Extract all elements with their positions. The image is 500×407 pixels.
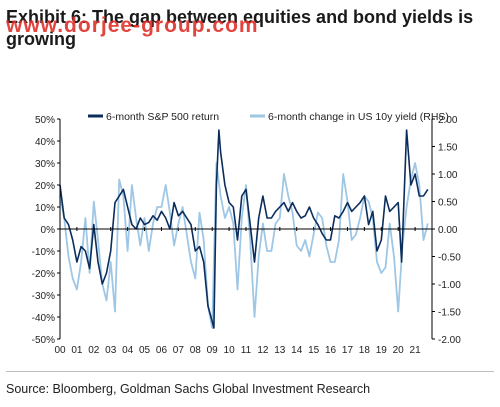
left-tick-label: 0% [41, 225, 56, 236]
x-tick-label: 11 [241, 345, 252, 356]
x-tick-label: 14 [291, 345, 303, 356]
right-tick-label: 1.50 [438, 143, 458, 154]
x-tick-label: 18 [359, 345, 371, 356]
x-tick-label: 16 [325, 345, 337, 356]
x-tick-label: 04 [122, 345, 134, 356]
x-tick-label: 10 [224, 345, 236, 356]
x-tick-label: 01 [71, 345, 83, 356]
right-tick-label: -2.00 [438, 335, 461, 346]
x-tick-label: 09 [207, 345, 219, 356]
x-tick-label: 07 [173, 345, 185, 356]
left-tick-label: 40% [35, 137, 55, 148]
x-tick-label: 13 [274, 345, 286, 356]
series-line-sp500 [59, 129, 429, 329]
exhibit-title: Exhibit 6: The gap between equities and … [6, 7, 474, 49]
left-tick-label: -40% [32, 313, 55, 324]
left-tick-label: -50% [32, 335, 55, 346]
right-axis-ticks: -2.00 -1.50 -1.00 -0.50 0.00 0.50 1.00 1.50 2.00 [432, 115, 461, 346]
x-axis-ticks: 00 01 02 03 04 05 06 07 08 09 10 11 12 13 14 15 16 17 18 19… [54, 227, 421, 356]
left-tick-label: -10% [32, 247, 55, 258]
left-tick-label: 30% [35, 159, 55, 170]
x-tick-label: 20 [393, 345, 405, 356]
dual-axis-line-chart: 6-month S&P 500 return 6-month change in… [32, 111, 462, 356]
legend-label-yield: 6-month change in US 10y yield (RHS) [268, 111, 449, 123]
right-tick-label: 2.00 [438, 115, 458, 126]
right-tick-label: 0.00 [438, 225, 458, 236]
left-tick-label: 20% [35, 181, 55, 192]
x-tick-label: 17 [342, 345, 354, 356]
watermark: www.dorjee-group.com [6, 14, 259, 37]
left-tick-label: -30% [32, 291, 55, 302]
x-tick-label: 06 [156, 345, 168, 356]
x-tick-label: 15 [308, 345, 320, 356]
source-note: Source: Bloomberg, Goldman Sachs Global … [6, 382, 371, 396]
x-tick-label: 05 [139, 345, 151, 356]
x-tick-label: 00 [54, 345, 66, 356]
x-tick-label: 02 [88, 345, 100, 356]
legend: 6-month S&P 500 return 6-month change in… [88, 111, 449, 123]
x-tick-label: 21 [410, 345, 422, 356]
x-tick-label: 19 [376, 345, 388, 356]
x-tick-label: 08 [190, 345, 202, 356]
right-tick-label: 0.50 [438, 198, 458, 209]
x-tick-label: 03 [105, 345, 117, 356]
right-tick-label: -1.50 [438, 308, 461, 319]
right-tick-label: -0.50 [438, 253, 461, 264]
left-tick-label: 50% [35, 115, 55, 126]
left-axis-ticks: -50% -40% -30% -20% -10% 0% 10% 20% 30% 40% 50% [32, 115, 60, 346]
footer-divider [6, 371, 494, 372]
legend-label-sp500: 6-month S&P 500 return [106, 111, 219, 123]
right-tick-label: 1.00 [438, 170, 458, 181]
left-tick-label: -20% [32, 269, 55, 280]
series-layer [59, 129, 429, 329]
series-line-yield [59, 162, 429, 329]
x-tick-label: 12 [257, 345, 269, 356]
left-tick-label: 10% [35, 203, 55, 214]
right-tick-label: -1.00 [438, 280, 461, 291]
